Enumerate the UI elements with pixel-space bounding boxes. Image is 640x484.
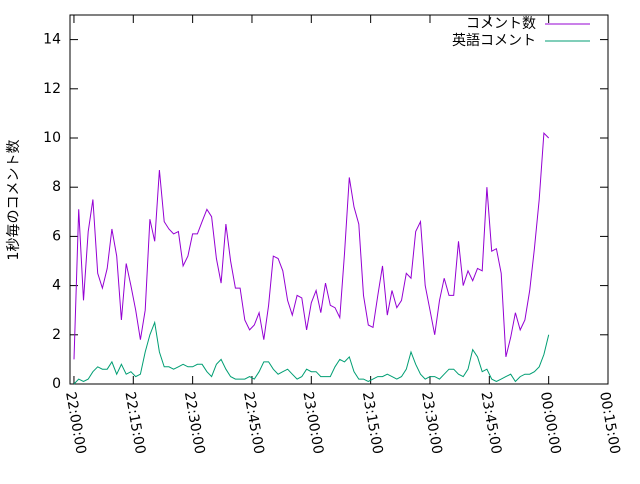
plot-border: [69, 14, 609, 385]
legend-label: 英語コメント: [452, 32, 536, 49]
x-tick-label: 22:30:00: [181, 391, 208, 456]
series-line: [73, 131, 550, 360]
y-tick-label: 2: [52, 327, 61, 343]
y-tick-label: 6: [52, 228, 61, 244]
y-tick-label: 8: [52, 179, 61, 195]
y-tick-label: 0: [52, 376, 61, 392]
x-tick-label: 00:00:00: [537, 391, 564, 456]
x-tick-label: 23:30:00: [418, 391, 445, 456]
x-tick-label: 23:15:00: [359, 391, 386, 456]
series-line: [73, 320, 550, 385]
x-tick-label: 23:45:00: [477, 391, 504, 456]
x-tick-label: 22:00:00: [62, 391, 89, 456]
x-tick-label: 22:45:00: [240, 391, 267, 456]
y-tick-label: 12: [43, 81, 61, 97]
legend-label: コメント数: [466, 16, 536, 32]
y-tick-label: 10: [43, 130, 61, 146]
x-tick-label: 22:15:00: [121, 391, 148, 456]
x-tick-label: 00:15:00: [596, 391, 623, 456]
y-axis-label: 1秒毎のコメント数: [6, 140, 22, 261]
y-tick-label: 4: [52, 278, 61, 294]
x-tick-label: 23:00:00: [299, 391, 326, 456]
y-tick-label: 14: [43, 32, 61, 48]
